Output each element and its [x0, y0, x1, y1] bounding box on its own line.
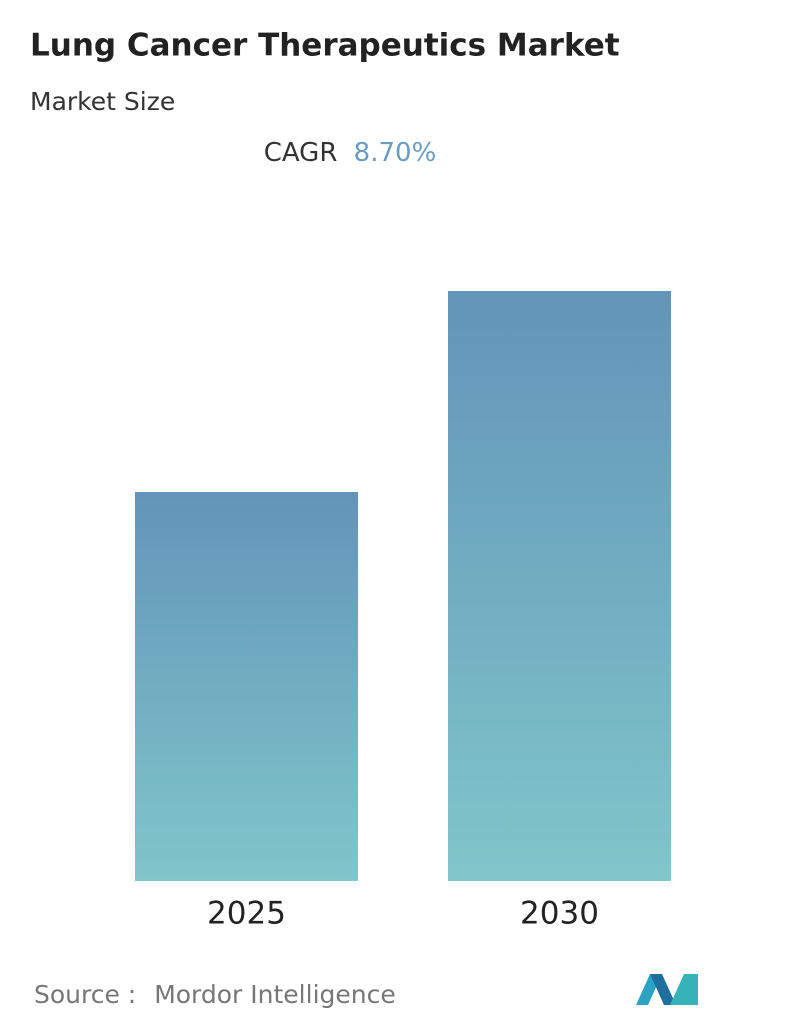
source-label: Source :	[34, 980, 136, 1009]
source: Source : Mordor Intelligence	[34, 980, 396, 1009]
logo-part	[670, 974, 698, 1005]
x-tick-label: 2025	[207, 896, 286, 932]
chart-subtitle: Market Size	[30, 87, 175, 116]
bar	[135, 492, 358, 881]
plot-area: 2025 2030	[135, 291, 671, 932]
logo	[636, 974, 698, 1005]
cagr: CAGR 8.70%	[264, 138, 437, 168]
bar	[448, 291, 671, 881]
x-tick-label: 2030	[520, 896, 599, 932]
logo-part	[650, 974, 676, 1005]
source-name: Mordor Intelligence	[154, 980, 396, 1009]
chart-title: Lung Cancer Therapeutics Market	[30, 28, 620, 64]
cagr-label: CAGR	[264, 138, 338, 168]
cagr-value: 8.70%	[354, 138, 437, 168]
